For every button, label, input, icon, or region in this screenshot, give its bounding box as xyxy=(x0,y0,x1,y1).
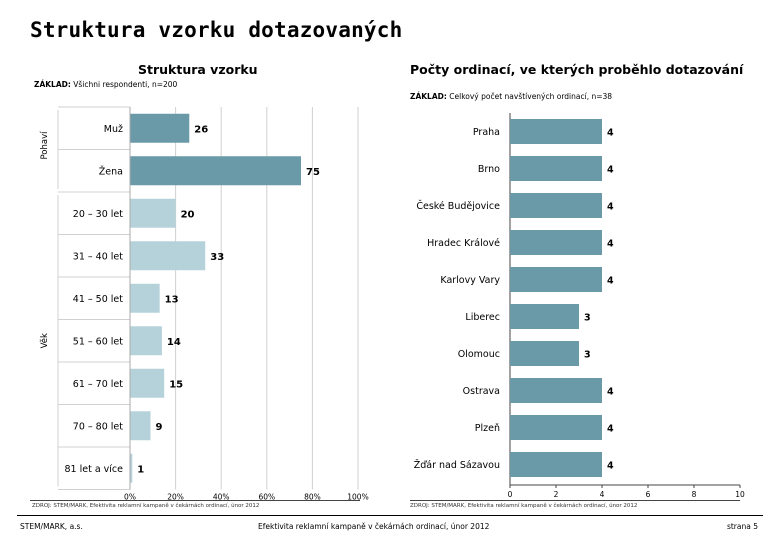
left-chart-title: Struktura vzorku xyxy=(138,62,258,77)
left-source-divider xyxy=(30,500,360,501)
right-bar xyxy=(510,304,579,329)
right-data-label: 4 xyxy=(607,202,614,213)
left-data-label: 1 xyxy=(137,464,144,475)
left-data-label: 33 xyxy=(210,252,224,263)
left-bar xyxy=(130,411,151,441)
left-data-label: 75 xyxy=(306,167,320,178)
left-base-text: Všichni respondenti, n=200 xyxy=(70,80,178,89)
left-bar xyxy=(130,198,176,228)
left-base-label: ZÁKLAD: xyxy=(34,80,71,89)
left-category-label: 81 let a více xyxy=(64,464,123,475)
left-category-label: 31 – 40 let xyxy=(73,251,123,262)
left-bar xyxy=(130,156,301,186)
right-bar xyxy=(510,452,602,477)
right-chart-title: Počty ordinací, ve kterých proběhlo dota… xyxy=(410,62,744,77)
left-data-label: 26 xyxy=(194,124,208,135)
footer-divider xyxy=(17,515,763,516)
right-data-label: 4 xyxy=(607,165,614,176)
right-bar xyxy=(510,415,602,440)
right-category-label: České Budějovice xyxy=(416,200,500,212)
right-bar xyxy=(510,156,602,181)
right-bar xyxy=(510,119,602,144)
right-data-label: 3 xyxy=(584,313,591,324)
left-x-tick-label: 40% xyxy=(213,493,230,502)
right-chart-base: ZÁKLAD: Celkový počet navštívených ordin… xyxy=(410,92,612,101)
right-data-label: 4 xyxy=(607,128,614,139)
right-data-label: 4 xyxy=(607,387,614,398)
left-chart-base: ZÁKLAD: Všichni respondenti, n=200 xyxy=(34,80,177,89)
left-category-label: 70 – 80 let xyxy=(73,421,123,432)
left-data-label: 20 xyxy=(181,209,195,220)
left-x-tick-label: 100% xyxy=(347,493,368,502)
left-group-label: Pohaví xyxy=(40,131,50,160)
left-bar xyxy=(130,453,133,483)
right-data-label: 4 xyxy=(607,461,614,472)
left-category-label: 51 – 60 let xyxy=(73,336,123,347)
left-bar xyxy=(130,326,162,356)
right-category-label: Liberec xyxy=(465,312,500,323)
right-category-label: Brno xyxy=(478,164,500,175)
right-base-label: ZÁKLAD: xyxy=(410,92,447,101)
footer-page-number: strana 5 xyxy=(726,522,758,531)
right-bar xyxy=(510,378,602,403)
left-x-tick-label: 0% xyxy=(124,493,136,502)
right-data-label: 4 xyxy=(607,424,614,435)
right-x-tick-label: 0 xyxy=(508,490,513,499)
left-chart-source: ZDROJ: STEM/MARK, Efektivita reklamní ka… xyxy=(32,503,260,509)
left-category-label: 20 – 30 let xyxy=(73,209,123,220)
left-bar xyxy=(130,368,165,398)
left-data-label: 15 xyxy=(169,379,183,390)
left-bar xyxy=(130,113,190,143)
right-category-label: Ostrava xyxy=(463,386,500,397)
right-x-tick-label: 4 xyxy=(600,490,605,499)
page-title: Struktura vzorku dotazovaných xyxy=(30,18,403,42)
left-category-label: 41 – 50 let xyxy=(73,294,123,305)
left-bar-chart: 0% 20% 40% 60% 80% 100% Pohaví Věk Muž 26 Žena 75 20… xyxy=(40,106,369,502)
left-x-tick-label: 80% xyxy=(304,493,321,502)
left-data-label: 9 xyxy=(156,422,163,433)
left-data-label: 14 xyxy=(167,337,181,348)
right-category-label: Hradec Králové xyxy=(427,238,500,249)
left-x-tick-label: 20% xyxy=(167,493,184,502)
right-data-label: 4 xyxy=(607,239,614,250)
right-category-label: Olomouc xyxy=(458,349,500,360)
left-group-label: Věk xyxy=(40,333,50,348)
right-category-label: Karlovy Vary xyxy=(440,275,500,286)
right-bar-chart: 0 2 4 6 8 10 Praha 4 Brno 4 České Budějovice 4 Hrade… xyxy=(414,113,745,499)
left-category-label: Muž xyxy=(104,124,123,135)
right-category-label: Žďár nad Sázavou xyxy=(414,459,500,471)
footer-company: STEM/MARK, a.s. xyxy=(20,522,83,531)
left-bar xyxy=(130,283,160,313)
right-base-text: Celkový počet navštívených ordinací, n=3… xyxy=(446,92,613,101)
right-x-tick-label: 2 xyxy=(554,490,559,499)
footer-report-title: Efektivita reklamní kampaně v čekárnách … xyxy=(258,522,490,531)
right-x-tick-label: 10 xyxy=(735,490,745,499)
right-data-label: 4 xyxy=(607,276,614,287)
left-category-label: Žena xyxy=(99,165,123,177)
right-x-tick-label: 6 xyxy=(646,490,651,499)
right-bar xyxy=(510,341,579,366)
left-category-label: 61 – 70 let xyxy=(73,379,123,390)
right-bar xyxy=(510,193,602,218)
right-x-tick-label: 8 xyxy=(692,490,697,499)
right-bar xyxy=(510,267,602,292)
right-category-label: Plzeň xyxy=(475,423,500,434)
right-data-label: 3 xyxy=(584,350,591,361)
left-bar xyxy=(130,241,206,271)
left-x-tick-label: 60% xyxy=(258,493,275,502)
right-bar xyxy=(510,230,602,255)
right-chart-source: ZDROJ: STEM/MARK, Efektivita reklamní ka… xyxy=(410,503,638,509)
right-category-label: Praha xyxy=(473,127,500,138)
left-data-label: 13 xyxy=(165,294,179,305)
right-source-divider xyxy=(410,500,740,501)
